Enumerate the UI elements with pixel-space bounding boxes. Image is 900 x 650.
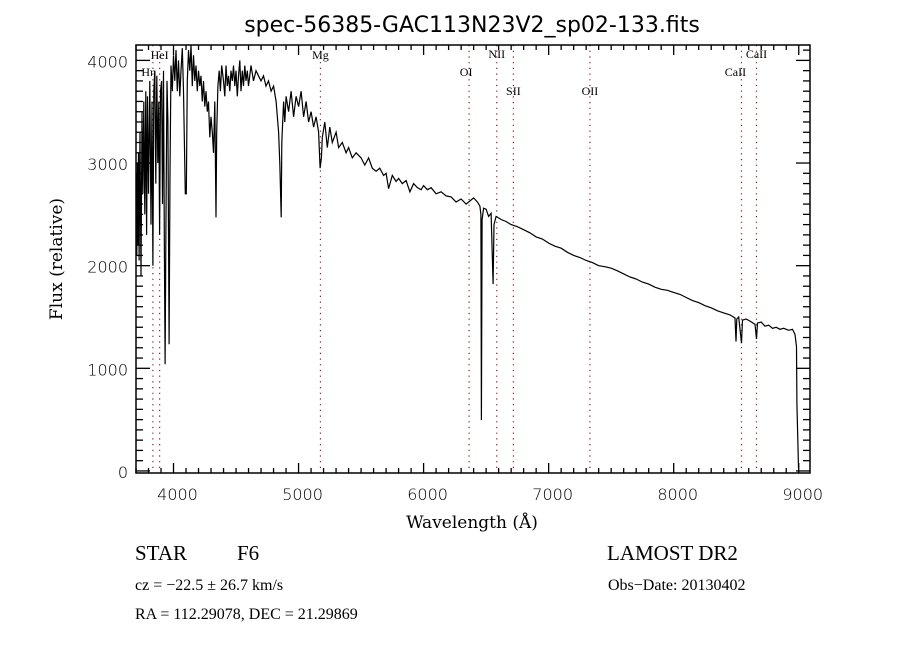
spectrum-line xyxy=(135,44,800,468)
coordinates: RA = 112.29078, DEC = 21.29869 xyxy=(135,606,358,623)
y-tick-label: 3000 xyxy=(87,155,128,174)
spectral-line-label: Mg xyxy=(312,48,329,62)
spectral-line-label: SII xyxy=(506,84,521,98)
observation-date: Obs−Date: 20130402 xyxy=(608,577,745,594)
y-tick-label: 4000 xyxy=(87,52,128,71)
spectral-line-label: OII xyxy=(582,84,599,98)
y-tick-label: 2000 xyxy=(87,258,128,277)
x-tick-label: 6000 xyxy=(407,485,448,504)
plot-frame xyxy=(135,44,811,474)
x-tick-label: 7000 xyxy=(532,485,573,504)
redshift-velocity: cz = −22.5 ± 26.7 km/s xyxy=(135,577,283,594)
y-tick-label: 1000 xyxy=(87,360,128,379)
spectral-line-label: Hη xyxy=(141,65,156,79)
spectral-subclass: F6 xyxy=(237,541,259,565)
survey-name: LAMOST DR2 xyxy=(607,541,738,565)
x-tick-label: 5000 xyxy=(282,485,323,504)
spectral-line-label: CaII xyxy=(746,47,767,61)
x-tick-label: 4000 xyxy=(157,485,198,504)
spectral-line-label: HeI xyxy=(151,48,169,62)
spectral-line-label: NII xyxy=(488,47,505,61)
x-tick-label: 9000 xyxy=(782,485,823,504)
x-tick-label: 8000 xyxy=(657,485,698,504)
axis-ticks xyxy=(135,45,810,473)
chart-title: spec-56385-GAC113N23V2_sp02-133.fits xyxy=(244,13,700,38)
y-axis-label: Flux (relative) xyxy=(47,198,67,320)
object-type: STAR xyxy=(135,541,187,565)
spectral-line-label: CaII xyxy=(725,65,746,79)
x-axis-label: Wavelength (Å) xyxy=(406,512,538,533)
spectral-line-label: OI xyxy=(460,65,473,79)
tick-labels: 4000 5000 6000 7000 8000 9000 0 1000 2000 3000 400… xyxy=(87,52,823,504)
y-tick-label: 0 xyxy=(118,463,128,482)
